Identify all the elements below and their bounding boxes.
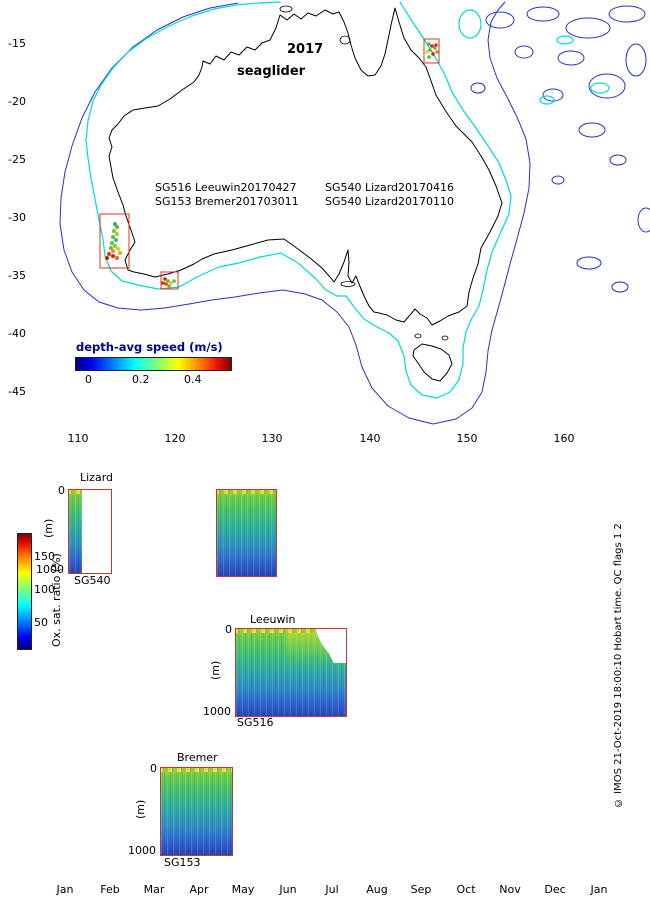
lizard-section-apr: [216, 489, 277, 577]
map-xtick: 140: [359, 432, 381, 445]
oxygen-colorbar: [17, 533, 32, 650]
month-tick: Jun: [279, 883, 297, 896]
speed-colorbar-tick: 0: [85, 373, 92, 386]
month-tick: Nov: [499, 883, 521, 896]
glider-track-bremer: [161, 277, 176, 288]
map-ytick: -30: [8, 211, 26, 224]
leeuwin-depth-top: 0: [225, 623, 232, 636]
deployment-label-bremer: SG153 Bremer201703011: [155, 195, 299, 208]
oxygen-colorbar-label: Ox. sat. ratio (%): [50, 553, 63, 648]
tasmania-coastline: [412, 343, 453, 382]
oxygen-colorbar-tick: 100: [34, 583, 55, 596]
map-xtick: 110: [67, 432, 89, 445]
month-tick: Aug: [366, 883, 388, 896]
bremer-section: [160, 767, 233, 856]
leeuwin-glider-id: SG516: [237, 716, 274, 729]
small-islands: [279, 5, 449, 341]
oxygen-colorbar-tick: 50: [34, 616, 48, 629]
bremer-section-title: Bremer: [177, 751, 218, 764]
lizard-depth-bottom: 1000: [36, 563, 64, 576]
map-xtick: 120: [164, 432, 186, 445]
lizard-section-title: Lizard: [80, 471, 114, 484]
lizard-jan-data: [69, 490, 82, 573]
lizard-depth-top: 0: [58, 484, 65, 497]
map-ytick: -15: [8, 37, 26, 50]
map-ytick: -20: [8, 95, 26, 108]
leeuwin-depth-bottom: 1000: [203, 705, 231, 718]
month-tick: Dec: [544, 883, 566, 896]
map-ytick: -35: [8, 269, 26, 282]
month-tick: Mar: [143, 883, 165, 896]
shelf-contour: [85, 1, 512, 399]
leeuwin-section: [235, 628, 347, 717]
imos-credit: © IMOS 21-Oct-2019 18:00:10 Hobart time.…: [613, 523, 624, 809]
bremer-depth-bottom: 1000: [128, 844, 156, 857]
deployment-label-leeuwin: SG516 Leeuwin20170427: [155, 181, 297, 194]
lizard-section-jan: [68, 489, 112, 574]
lizard-depth-unit: (m): [42, 518, 55, 538]
oxygen-colorbar-tick: 150: [34, 550, 55, 563]
map-year-label: 2017: [287, 42, 324, 57]
month-tick: May: [231, 883, 255, 896]
leeuwin-section-title: Leeuwin: [250, 613, 296, 626]
glider-track-leeuwin: [105, 222, 122, 260]
speed-colorbar-tick: 0.2: [132, 373, 150, 386]
month-tick: Jul: [325, 883, 339, 896]
speed-colorbar-label: depth-avg speed (m/s): [76, 340, 223, 354]
site-box-lizard: [423, 38, 440, 64]
shelf-contour-blobs: [458, 9, 610, 105]
lizard-apr-data: [217, 490, 276, 576]
month-tick: Apr: [189, 883, 209, 896]
map-xtick: 150: [456, 432, 478, 445]
deployment-label-lizard-apr: SG540 Lizard20170416: [325, 181, 454, 194]
map-xtick: 160: [553, 432, 575, 445]
leeuwin-depth-unit: (m): [209, 660, 222, 680]
lizard-glider-id: SG540: [74, 574, 111, 587]
australia-map: [59, 1, 650, 425]
month-tick: Jan: [590, 883, 608, 896]
month-tick: Oct: [456, 883, 476, 896]
map-program-label: seaglider: [237, 64, 306, 79]
map-ytick: -25: [8, 153, 26, 166]
bremer-glider-id: SG153: [164, 856, 201, 869]
deep-contour: [59, 1, 531, 425]
map-ytick: -40: [8, 327, 26, 340]
map-ytick: -45: [8, 385, 26, 398]
speed-colorbar: [75, 357, 232, 371]
deployment-label-lizard-jan: SG540 Lizard20170110: [325, 195, 454, 208]
bremer-data: [161, 768, 232, 855]
glider-track-lizard: [425, 42, 439, 59]
map-xtick: 130: [261, 432, 283, 445]
bremer-depth-top: 0: [150, 762, 157, 775]
site-box-bremer: [160, 271, 179, 290]
month-tick: Feb: [100, 883, 120, 896]
deep-contour-blobs: [470, 5, 650, 293]
month-tick: Sep: [410, 883, 432, 896]
month-tick: Jan: [56, 883, 74, 896]
australia-coastline: [108, 7, 503, 326]
speed-colorbar-tick: 0.4: [184, 373, 202, 386]
bremer-depth-unit: (m): [134, 799, 147, 819]
site-box-leeuwin: [99, 213, 130, 269]
